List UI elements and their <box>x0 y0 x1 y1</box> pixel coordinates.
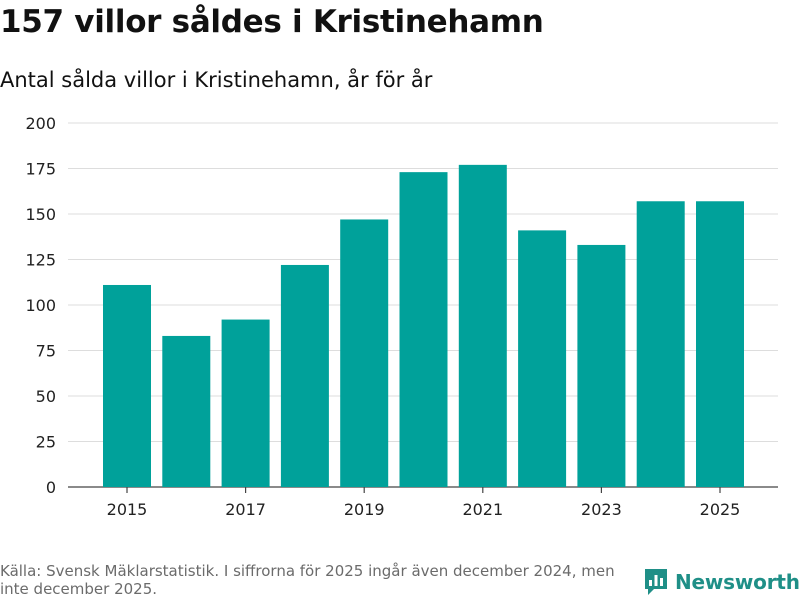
x-tick-label: 2023 <box>581 500 622 519</box>
bar-2021[interactable] <box>458 164 507 488</box>
y-tick-label: 75 <box>36 342 56 361</box>
y-tick-label: 200 <box>25 114 56 133</box>
bar-2016[interactable] <box>162 335 211 487</box>
x-axis-ticks: 2015 2017 2019 2021 2023 2025 <box>107 487 741 519</box>
bar-2023[interactable] <box>577 244 626 487</box>
x-tick-label: 2019 <box>344 500 385 519</box>
bar-2020[interactable] <box>399 172 448 487</box>
bar-2019[interactable] <box>340 219 389 487</box>
bar-chart-speech-bubble-icon <box>645 569 667 595</box>
y-tick-label: 25 <box>36 433 56 452</box>
bar-2015[interactable] <box>103 284 151 487</box>
brand-name: Newsworthy <box>675 570 800 594</box>
bars <box>103 164 744 488</box>
y-tick-label: 125 <box>25 251 56 270</box>
bar-2018[interactable] <box>280 264 329 487</box>
source-note: Källa: Svensk Mäklarstatistik. I siffror… <box>0 562 615 598</box>
bar-2022[interactable] <box>518 230 567 487</box>
x-tick-label: 2021 <box>462 500 503 519</box>
newsworthy-logo[interactable]: Newsworthy <box>643 567 800 597</box>
y-tick-label: 50 <box>36 387 56 406</box>
y-tick-label: 0 <box>46 478 56 497</box>
y-tick-label: 175 <box>25 160 56 179</box>
bar-2025[interactable] <box>696 201 744 487</box>
chart-subtitle: Antal sålda villor i Kristinehamn, år fö… <box>0 68 433 92</box>
y-axis-ticks: 0 25 50 75 100 125 150 175 200 <box>25 114 56 497</box>
x-tick-label: 2017 <box>225 500 266 519</box>
x-tick-label: 2015 <box>107 500 148 519</box>
chart-title: 157 villor såldes i Kristinehamn <box>0 4 544 40</box>
bar-2017[interactable] <box>221 319 270 487</box>
y-tick-label: 100 <box>25 296 56 315</box>
y-tick-label: 150 <box>25 205 56 224</box>
bar-2024[interactable] <box>636 201 685 487</box>
x-tick-label: 2025 <box>700 500 741 519</box>
